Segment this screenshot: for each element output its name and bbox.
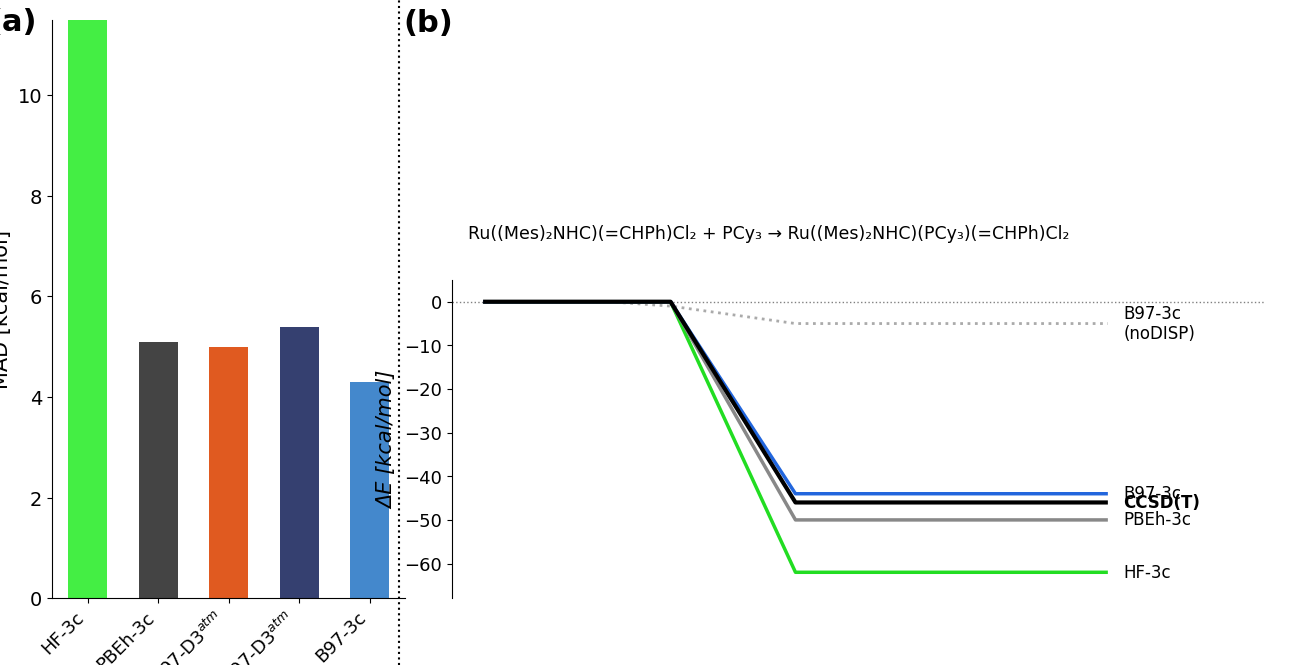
Y-axis label: ΔE [kcal/mol]: ΔE [kcal/mol]	[378, 370, 397, 509]
Text: CCSD(T): CCSD(T)	[1123, 493, 1200, 511]
Text: (b): (b)	[403, 9, 453, 37]
Text: HF-3c: HF-3c	[1123, 563, 1171, 581]
Bar	[138, 342, 177, 598]
Text: PBEh-3c: PBEh-3c	[1123, 511, 1191, 529]
Text: Ru((Mes)₂NHC)(=CHPh)Cl₂ + PCy₃ → Ru((Mes)₂NHC)(PCy₃)(=CHPh)Cl₂: Ru((Mes)₂NHC)(=CHPh)Cl₂ + PCy₃ → Ru((Mes…	[468, 225, 1070, 243]
Bar	[68, 0, 107, 598]
Text: (a): (a)	[0, 9, 36, 37]
Text: B97-3c
(noDISP): B97-3c (noDISP)	[1123, 305, 1195, 343]
Bar	[280, 327, 319, 598]
Text: B97-3c: B97-3c	[1123, 485, 1182, 503]
Bar	[210, 347, 248, 598]
Bar	[351, 382, 390, 598]
Y-axis label: MAD [kcal/mol]: MAD [kcal/mol]	[0, 230, 12, 388]
